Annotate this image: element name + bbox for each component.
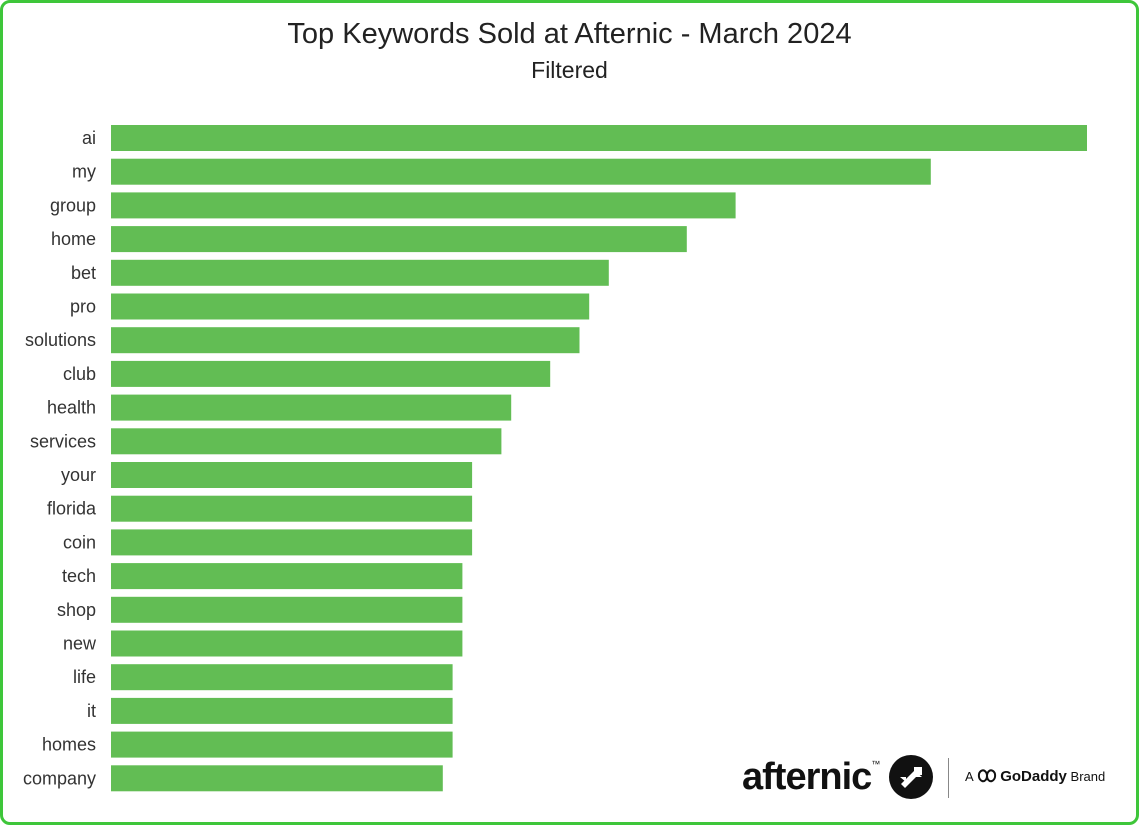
bar-club (111, 360, 551, 387)
bar-ai (111, 125, 1087, 151)
category-label-ai: ai (82, 128, 96, 148)
afternic-arrows-icon (889, 755, 933, 799)
bar-it (111, 697, 453, 724)
afternic-logo-text: afternic (742, 756, 872, 798)
bar-homes (111, 731, 453, 758)
afternic-wordmark: afternic™ (742, 756, 880, 799)
category-label-shop: shop (57, 600, 96, 620)
chart-subtitle: Filtered (531, 57, 608, 83)
category-label-florida: florida (47, 499, 97, 519)
bar-florida (111, 495, 473, 522)
category-label-health: health (47, 398, 96, 418)
category-label-new: new (63, 634, 97, 654)
bar-coin (111, 529, 473, 556)
trademark-mark: ™ (871, 759, 880, 769)
bar-new (111, 630, 463, 657)
category-label-homes: homes (42, 735, 96, 755)
bar-health (111, 394, 512, 421)
chart-title: Top Keywords Sold at Afternic - March 20… (287, 18, 852, 50)
bar-my (111, 158, 931, 185)
brand-name: GoDaddy (1000, 768, 1067, 785)
bar-bet (111, 259, 609, 286)
brand-prefix: A (965, 769, 973, 784)
category-label-pro: pro (70, 297, 96, 317)
bar-home (111, 226, 687, 253)
logo-divider (948, 758, 949, 798)
bar-services (111, 428, 502, 455)
bar-company (111, 765, 443, 792)
bar-life (111, 664, 453, 691)
category-label-club: club (63, 364, 96, 384)
category-label-services: services (30, 431, 96, 451)
bar-pro (111, 293, 590, 320)
category-label-coin: coin (63, 532, 96, 552)
afternic-logo: afternic™ A GoDaddy Brand (738, 752, 1118, 804)
category-label-your: your (61, 465, 96, 485)
bar-your (111, 462, 473, 488)
godaddy-icon (977, 769, 996, 783)
category-label-company: company (23, 768, 96, 788)
category-label-solutions: solutions (25, 330, 96, 350)
category-label-it: it (87, 701, 96, 721)
bar-shop (111, 596, 463, 623)
category-label-home: home (51, 229, 96, 249)
category-label-bet: bet (71, 263, 96, 283)
category-label-life: life (73, 667, 96, 687)
bar-solutions (111, 327, 580, 354)
bar-group (111, 192, 736, 219)
category-label-group: group (50, 195, 96, 215)
bar-tech (111, 563, 463, 590)
category-label-my: my (72, 162, 96, 182)
category-label-tech: tech (62, 566, 96, 586)
godaddy-brand-line: A GoDaddy Brand (965, 768, 1105, 785)
brand-suffix: Brand (1070, 769, 1106, 784)
